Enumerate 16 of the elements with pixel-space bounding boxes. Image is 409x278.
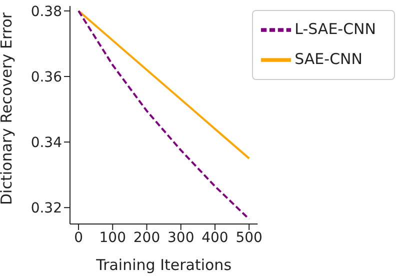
x-tick-label: 500 [236, 230, 262, 246]
y-tick-label: 0.36 [30, 69, 62, 86]
x-tick-label: 300 [168, 230, 194, 246]
x-axis-title: Training Iterations [95, 256, 232, 274]
y-axis-title: Dictionary Recovery Error [0, 12, 16, 205]
y-tick-label: 0.38 [30, 4, 62, 20]
legend-label: L-SAE-CNN [294, 20, 376, 38]
line-series [78, 10, 250, 220]
y-tick-label: 0.32 [30, 200, 62, 217]
x-tick-label: 200 [133, 230, 160, 246]
legend-label: SAE-CNN [294, 50, 362, 68]
x-tick-label: 0 [74, 230, 83, 246]
y-tick-label: 0.34 [30, 135, 62, 152]
line-series [78, 10, 250, 160]
x-tick-label: 400 [202, 230, 228, 246]
x-tick-label: 100 [99, 230, 126, 246]
